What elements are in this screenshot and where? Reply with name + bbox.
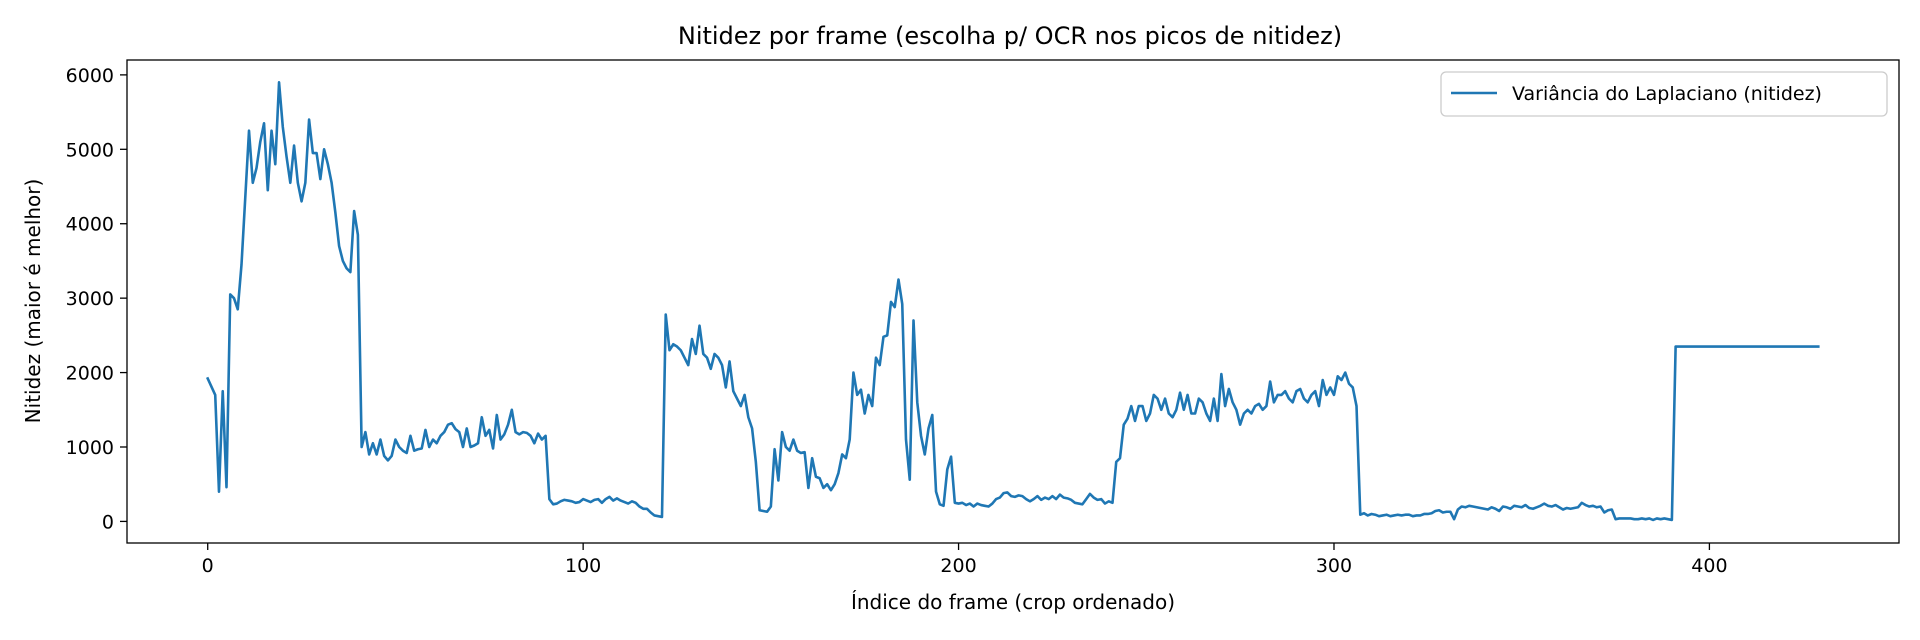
x-axis-label: Índice do frame (crop ordenado) [851, 590, 1175, 614]
y-tick-label: 5000 [66, 139, 114, 161]
legend: Variância do Laplaciano (nitidez) [1440, 71, 1888, 117]
y-tick-label: 2000 [66, 363, 114, 385]
x-tick-label: 300 [1316, 555, 1352, 577]
x-tick-label: 400 [1691, 555, 1727, 577]
y-axis-label: Nitidez (maior é melhor) [21, 179, 45, 424]
x-tick-label: 200 [940, 555, 976, 577]
plot-frame [126, 59, 1900, 544]
chart-title: Nitidez por frame (escolha p/ OCR nos pi… [678, 22, 1342, 50]
series-line-0 [205, 81, 1820, 522]
y-tick-label: 1000 [66, 437, 114, 459]
y-axis: 0 1000 2000 3000 4000 5000 6000 [66, 65, 127, 533]
legend-label: Variância do Laplaciano (nitidez) [1512, 83, 1822, 105]
x-axis: 0 100 200 300 400 [202, 543, 1728, 577]
plot-area [205, 81, 1820, 522]
y-tick-label: 6000 [66, 65, 114, 87]
x-tick-label: 100 [565, 555, 601, 577]
x-tick-label: 0 [202, 555, 214, 577]
y-tick-label: 3000 [66, 288, 114, 310]
y-tick-label: 0 [102, 511, 114, 533]
y-tick-label: 4000 [66, 214, 114, 236]
legend-box [1440, 71, 1888, 117]
